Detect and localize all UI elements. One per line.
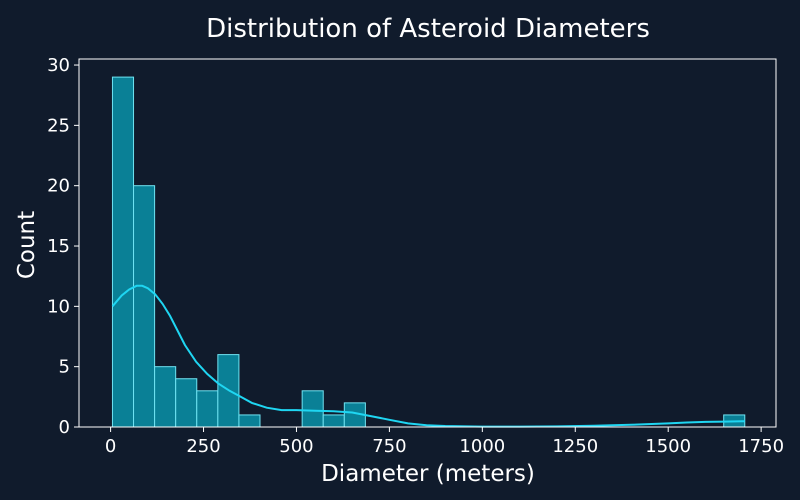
histogram-bar-7	[301, 390, 324, 428]
histogram-bar-6	[238, 414, 261, 428]
y-axis-label: Count	[14, 211, 40, 279]
plot-frame	[78, 58, 777, 428]
y-axis-ticks: 0 5 10 15 20 25 30	[47, 55, 79, 438]
x-axis-label: Diameter (meters)	[321, 461, 535, 487]
histogram-bar-3	[175, 378, 198, 428]
x-axis-ticks: 0 250 500 750 1000 1250 1500 1750	[105, 427, 784, 457]
x-tick-label: 1500	[645, 436, 691, 457]
y-tick-label: 0	[59, 417, 70, 438]
y-tick-label: 5	[59, 357, 70, 378]
histogram-bar-1	[133, 185, 156, 428]
x-tick-label: 500	[279, 436, 313, 457]
histogram-bar-0	[111, 76, 135, 428]
histogram-bar-8	[322, 414, 345, 428]
y-tick-label: 20	[47, 176, 70, 197]
y-tick-label: 15	[47, 236, 70, 257]
x-tick-label: 0	[105, 436, 116, 457]
histogram-bar-2	[154, 366, 177, 428]
x-tick-label: 750	[372, 436, 406, 457]
y-tick-label: 30	[47, 55, 70, 76]
histogram-bars	[111, 76, 746, 428]
x-tick-label: 1750	[738, 436, 784, 457]
kde-curve	[111, 284, 745, 428]
chart-title: Distribution of Asteroid Diameters	[206, 14, 650, 44]
histogram-bar-4	[196, 390, 219, 428]
x-tick-label: 1250	[552, 436, 598, 457]
x-tick-label: 1000	[459, 436, 505, 457]
x-tick-label: 250	[186, 436, 220, 457]
y-tick-label: 10	[47, 296, 70, 317]
y-tick-label: 25	[47, 115, 70, 136]
